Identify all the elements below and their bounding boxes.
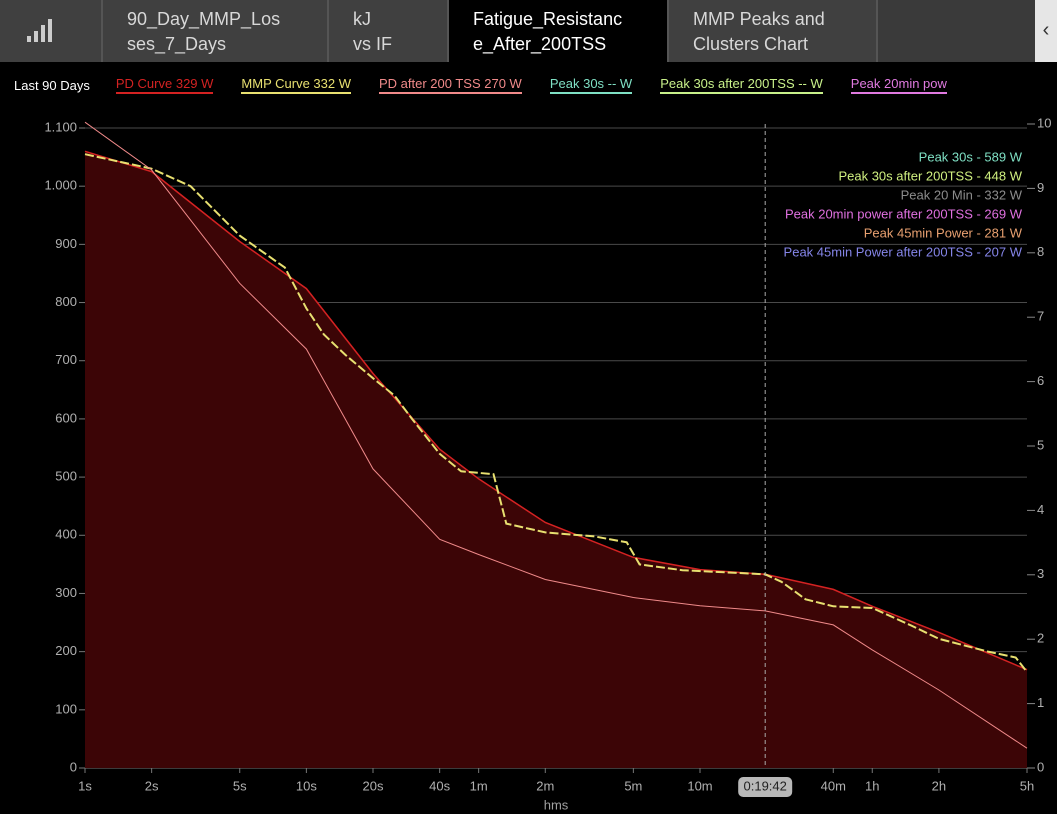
x-tick-label: 1h [865, 778, 879, 793]
tab[interactable]: kJ vs IF [329, 0, 449, 62]
x-tick-label: 2m [536, 778, 554, 793]
chart-icon-tab[interactable] [0, 0, 103, 62]
y2-tick-label: 3 [1037, 566, 1044, 581]
legend-item[interactable]: Peak 30s after 200TSS -- W [660, 76, 823, 94]
x-tick-label: 40s [429, 778, 450, 793]
cursor-box [738, 777, 793, 797]
legend-title: Last 90 Days [14, 77, 90, 93]
y2-tick-label: 5 [1037, 437, 1044, 452]
y-tick-label: 100 [55, 701, 77, 716]
x-tick-label: 5h [1020, 778, 1034, 793]
legend-item[interactable]: Peak 20min pow [850, 76, 947, 94]
y-tick-label: 0 [70, 759, 77, 774]
series-line [84, 150, 1028, 671]
y2-tick-label: 0 [1037, 759, 1044, 774]
y-tick-label: 600 [55, 410, 77, 425]
y-tick-label: 1.000 [44, 178, 77, 193]
tab-label: Clusters Chart [693, 34, 809, 54]
annotation: Peak 20 Min - 332 W [901, 187, 1023, 202]
x-tick-label: 20s [363, 778, 384, 793]
legend: Last 90 Days PD Curve 329 W MMP Curve 332… [0, 62, 1057, 108]
y2-tick-label: 8 [1037, 244, 1044, 259]
x-axis-label: hms [544, 797, 569, 812]
x-tick-label: 40m [821, 778, 846, 793]
y-tick-label: 700 [55, 352, 77, 367]
annotation: Peak 45min Power after 200TSS - 207 W [784, 244, 1023, 259]
y2-tick-label: 4 [1037, 502, 1044, 517]
x-tick-label: 2s [145, 778, 159, 793]
y2-tick-label: 10 [1037, 115, 1051, 130]
tab-active[interactable]: Fatigue_Resistanc e_After_200TSS [449, 0, 669, 62]
tab-label: e_After_200TSS [473, 34, 607, 54]
legend-item[interactable]: PD after 200 TSS 270 W [379, 76, 522, 94]
tab-label: kJ [353, 9, 371, 29]
tab-bar: 90_Day_MMP_Los ses_7_Days kJ vs IF Fatigue… [0, 0, 1057, 62]
y-tick-label: 800 [55, 294, 77, 309]
x-tick-label: 2h [932, 778, 946, 793]
cursor-label: 0:19:42 [744, 778, 787, 793]
y2-tick-label: 6 [1037, 373, 1044, 388]
area [85, 151, 1027, 769]
y-tick-label: 200 [55, 643, 77, 658]
y2-tick-label: 7 [1037, 309, 1044, 324]
y2-tick-label: 2 [1037, 631, 1044, 646]
series-line [84, 153, 1028, 673]
legend-item[interactable]: PD Curve 329 W [115, 76, 214, 94]
tab[interactable]: 90_Day_MMP_Los ses_7_Days [103, 0, 329, 62]
tab-label: MMP Peaks and [693, 9, 825, 29]
signal-icon [27, 19, 52, 42]
y2-tick-label: 9 [1037, 180, 1044, 195]
x-tick-label: 1s [78, 778, 92, 793]
legend-item[interactable]: Peak 30s -- W [549, 76, 633, 94]
tab-label: 90_Day_MMP_Los [127, 9, 281, 29]
y-tick-label: 500 [55, 469, 77, 484]
x-tick-label: 10m [687, 778, 712, 793]
x-tick-label: 5m [624, 778, 642, 793]
x-tick-label: 5s [233, 778, 247, 793]
back-button[interactable]: ‹ [1035, 0, 1057, 62]
y-tick-label: 300 [55, 585, 77, 600]
y-tick-label: 900 [55, 236, 77, 251]
tab[interactable]: MMP Peaks and Clusters Chart [669, 0, 878, 62]
annotation: Peak 30s after 200TSS - 448 W [838, 168, 1022, 183]
x-tick-label: 1m [470, 778, 488, 793]
tab-label: vs IF [353, 34, 392, 54]
y2-tick-label: 1 [1037, 695, 1044, 710]
y-tick-label: 1.100 [44, 119, 77, 134]
tab-label: Fatigue_Resistanc [473, 9, 623, 29]
series-line [84, 121, 1028, 749]
y-tick-label: 400 [55, 527, 77, 542]
tab-label: ses_7_Days [127, 34, 227, 54]
annotation: Peak 45min Power - 281 W [864, 225, 1023, 240]
annotation: Peak 20min power after 200TSS - 269 W [785, 206, 1023, 221]
x-tick-label: 10s [296, 778, 317, 793]
annotation: Peak 30s - 589 W [919, 149, 1023, 164]
legend-item[interactable]: MMP Curve 332 W [241, 76, 351, 94]
